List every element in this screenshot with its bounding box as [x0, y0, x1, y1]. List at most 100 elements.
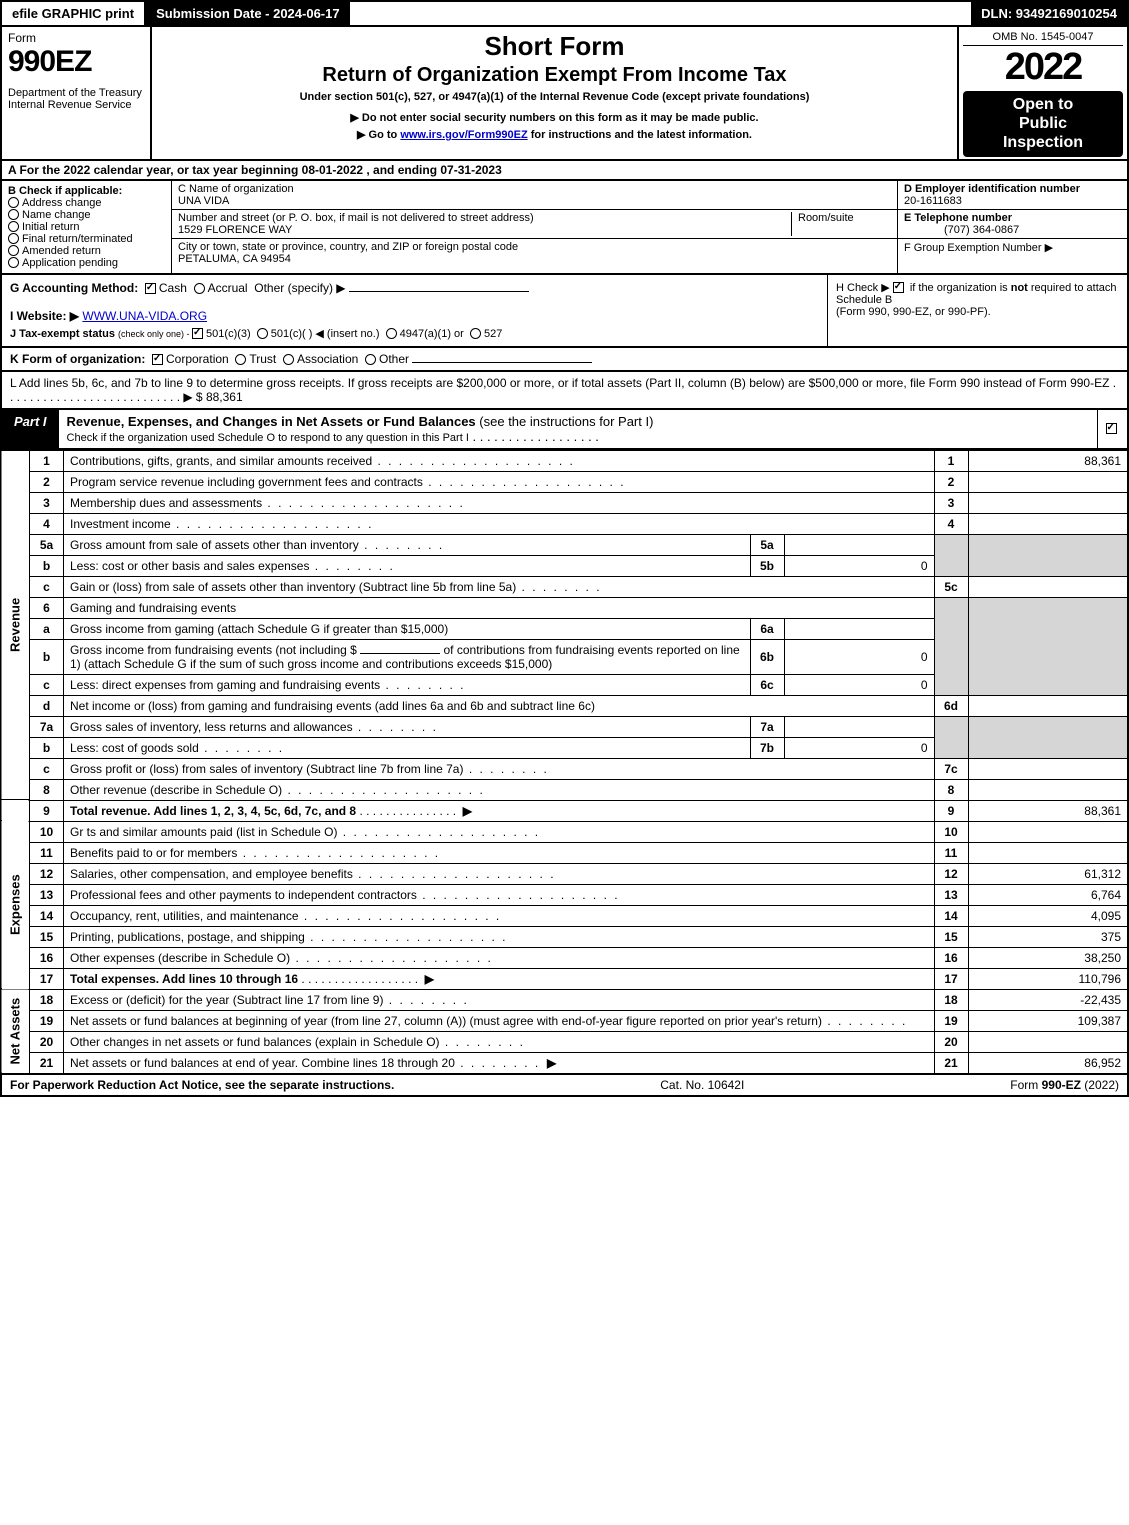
- section-a: A For the 2022 calendar year, or tax yea…: [0, 161, 1129, 181]
- identity-block: B Check if applicable: Address change Na…: [0, 181, 1129, 275]
- line-17-amount: 110,796: [968, 968, 1128, 989]
- line-9-label: Total revenue. Add lines 1, 2, 3, 4, 5c,…: [64, 800, 935, 821]
- 501c-checkbox[interactable]: [257, 328, 268, 339]
- line-11-label: Benefits paid to or for members: [64, 842, 935, 863]
- line-7c-label: Gross profit or (loss) from sales of inv…: [64, 758, 935, 779]
- line-17-label: Total expenses. Add lines 10 through 16 …: [64, 968, 935, 989]
- address-change-checkbox[interactable]: [8, 197, 19, 208]
- line-7a-sn: 7a: [750, 716, 784, 737]
- line-5b-sn: 5b: [750, 555, 784, 576]
- irs-link[interactable]: www.irs.gov/Form990EZ: [400, 129, 527, 141]
- line-18-num: 18: [30, 989, 64, 1010]
- l-amount: 88,361: [206, 390, 243, 404]
- 501c-label: 501(c)( ) ◀ (insert no.): [271, 328, 380, 340]
- footer-form-bold: 990-EZ: [1042, 1078, 1081, 1092]
- line-6a-num: a: [30, 618, 64, 639]
- line-19-num: 19: [30, 1010, 64, 1031]
- omb-number: OMB No. 1545-0047: [963, 29, 1123, 46]
- 527-checkbox[interactable]: [470, 328, 481, 339]
- line-8-label: Other revenue (describe in Schedule O): [64, 779, 935, 800]
- application-pending-label: Application pending: [22, 257, 118, 269]
- amended-return-label: Amended return: [22, 245, 101, 257]
- 4947-checkbox[interactable]: [386, 328, 397, 339]
- header-center: Short Form Return of Organization Exempt…: [152, 27, 957, 159]
- line-17-rn: 17: [934, 968, 968, 989]
- line-3-label: Membership dues and assessments: [64, 492, 935, 513]
- line-21-amount: 86,952: [968, 1052, 1128, 1074]
- website-link[interactable]: WWW.UNA-VIDA.ORG: [82, 309, 207, 323]
- line-9-num: 9: [30, 800, 64, 821]
- line-2-rn: 2: [934, 471, 968, 492]
- line-14-amount: 4,095: [968, 905, 1128, 926]
- room-label: Room/suite: [798, 212, 854, 224]
- line-8-amount: [968, 779, 1128, 800]
- 501c3-checkbox[interactable]: [192, 328, 203, 339]
- final-return-checkbox[interactable]: [8, 233, 19, 244]
- phone-cell: E Telephone number (707) 364-0867: [898, 210, 1127, 239]
- accrual-checkbox[interactable]: [194, 283, 205, 294]
- i-label: I Website: ▶: [10, 309, 79, 323]
- line-7c-amount: [968, 758, 1128, 779]
- line-9-amount: 88,361: [968, 800, 1128, 821]
- line-7b-sv: 0: [784, 737, 934, 758]
- street-label: Number and street (or P. O. box, if mail…: [178, 212, 534, 224]
- line-6b-sn: 6b: [750, 639, 784, 674]
- line-7c-num: c: [30, 758, 64, 779]
- part-i-sub: (see the instructions for Part I): [479, 414, 653, 429]
- 4947-label: 4947(a)(1) or: [400, 328, 464, 340]
- trust-checkbox[interactable]: [235, 354, 246, 365]
- website-row: I Website: ▶ WWW.UNA-VIDA.ORG: [10, 309, 819, 323]
- line-2-label: Program service revenue including govern…: [64, 471, 935, 492]
- row-ghij: G Accounting Method: Cash Accrual Other …: [0, 275, 1129, 348]
- efile-print-button[interactable]: efile GRAPHIC print: [2, 2, 146, 25]
- line-1-amount: 88,361: [968, 450, 1128, 471]
- submission-date-button[interactable]: Submission Date - 2024-06-17: [146, 2, 352, 25]
- schedule-o-checkbox[interactable]: [1106, 423, 1117, 434]
- line-18-label: Excess or (deficit) for the year (Subtra…: [64, 989, 935, 1010]
- section-a-text: A For the 2022 calendar year, or tax yea…: [8, 163, 502, 177]
- ghij-left: G Accounting Method: Cash Accrual Other …: [2, 275, 827, 346]
- line-20-amount: [968, 1031, 1128, 1052]
- line-7b-label: Less: cost of goods sold: [64, 737, 751, 758]
- line-14-label: Occupancy, rent, utilities, and maintena…: [64, 905, 935, 926]
- line-8-num: 8: [30, 779, 64, 800]
- other-org-checkbox[interactable]: [365, 354, 376, 365]
- line-5b-label: Less: cost or other basis and sales expe…: [64, 555, 751, 576]
- line-6c-sv: 0: [784, 674, 934, 695]
- line-18-rn: 18: [934, 989, 968, 1010]
- corporation-checkbox[interactable]: [152, 354, 163, 365]
- line-20-label: Other changes in net assets or fund bala…: [64, 1031, 935, 1052]
- line-6b-t1: Gross income from fundraising events (no…: [70, 643, 357, 657]
- line-6c-sn: 6c: [750, 674, 784, 695]
- line-4-amount: [968, 513, 1128, 534]
- dln-label: DLN: 93492169010254: [971, 2, 1127, 25]
- amended-return-checkbox[interactable]: [8, 245, 19, 256]
- name-change-checkbox[interactable]: [8, 209, 19, 220]
- schedule-b-checkbox[interactable]: [893, 282, 904, 293]
- k-label: K Form of organization:: [10, 352, 145, 366]
- line-6d-amount: [968, 695, 1128, 716]
- section-l: L Add lines 5b, 6c, and 7b to line 9 to …: [0, 372, 1129, 410]
- line-12-label: Salaries, other compensation, and employ…: [64, 863, 935, 884]
- ein-cell: D Employer identification number 20-1611…: [898, 181, 1127, 210]
- line-7b-sn: 7b: [750, 737, 784, 758]
- line-15-label: Printing, publications, postage, and shi…: [64, 926, 935, 947]
- line-16-num: 16: [30, 947, 64, 968]
- line-10-amount: [968, 821, 1128, 842]
- subtitle-ssn-warning: ▶ Do not enter social security numbers o…: [162, 111, 947, 124]
- line-16-label: Other expenses (describe in Schedule O): [64, 947, 935, 968]
- line-1-num: 1: [30, 450, 64, 471]
- initial-return-checkbox[interactable]: [8, 221, 19, 232]
- line-7a-label: Gross sales of inventory, less returns a…: [64, 716, 751, 737]
- line-4-label: Investment income: [64, 513, 935, 534]
- part-i-tab: Part I: [2, 410, 59, 448]
- form-header: Form 990EZ Department of the Treasury In…: [0, 27, 1129, 161]
- accounting-method-row: G Accounting Method: Cash Accrual Other …: [10, 281, 819, 295]
- cash-checkbox[interactable]: [145, 283, 156, 294]
- subtitle-goto: ▶ Go to www.irs.gov/Form990EZ for instru…: [162, 128, 947, 141]
- city-cell: City or town, state or province, country…: [172, 239, 897, 267]
- association-checkbox[interactable]: [283, 354, 294, 365]
- h-pre: H Check ▶: [836, 282, 893, 294]
- application-pending-checkbox[interactable]: [8, 257, 19, 268]
- section-c: C Name of organization UNA VIDA Number a…: [172, 181, 897, 273]
